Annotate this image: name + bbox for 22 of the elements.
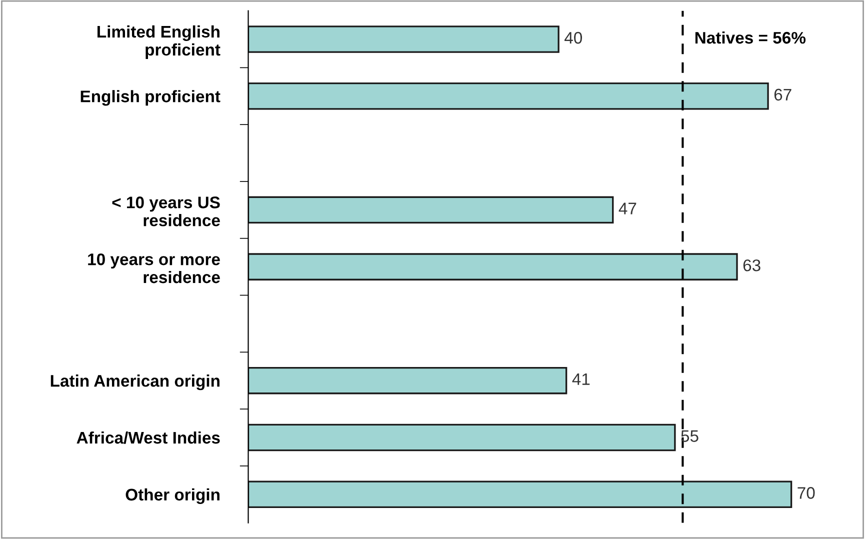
bar [248,196,614,224]
data-label: 40 [564,32,582,44]
y-tick-label: English proficient [80,90,220,106]
y-tick-label: 10 years or more residence [88,253,220,284]
y-tick-label: Latin American origin [50,374,220,390]
data-label: 55 [681,430,698,442]
data-label: 41 [572,373,590,385]
y-tick-label: Africa/West Indies [76,431,220,444]
ref-line-label: Natives = 56% [695,31,806,44]
bar [248,26,560,53]
bar [248,253,738,280]
bar [248,424,676,452]
bar [248,82,769,110]
y-tick-label: < 10 years US residence [112,196,220,226]
data-label: 70 [798,487,815,499]
data-label: 63 [743,259,760,272]
y-tick-label: Limited English proficient [98,25,220,59]
bar [248,366,568,394]
data-label: 67 [774,88,792,101]
data-label: 47 [618,202,636,214]
y-tick-label: Other origin [126,488,220,504]
bar [248,480,792,508]
